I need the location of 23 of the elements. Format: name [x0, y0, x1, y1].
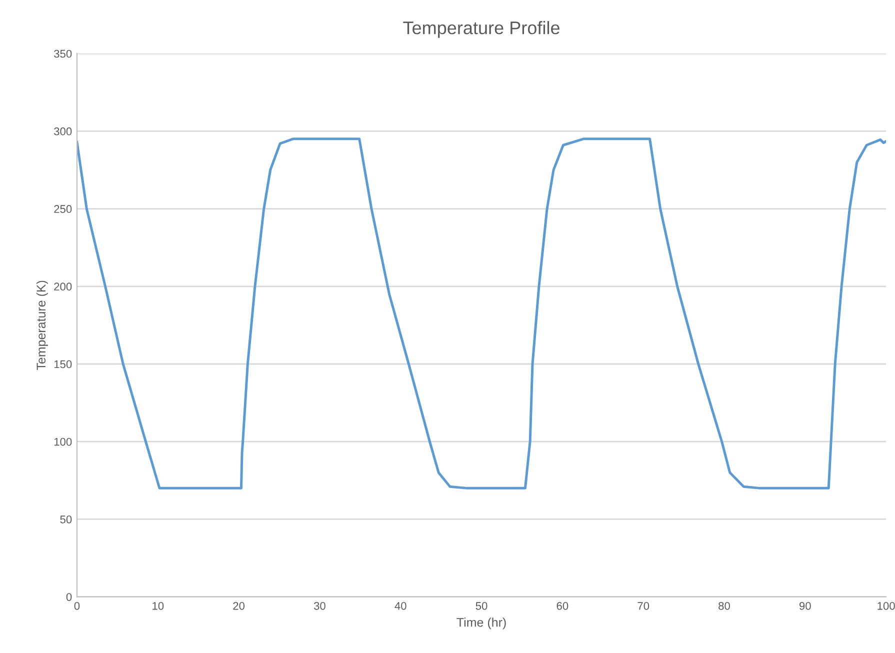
- x-tick-label: 0: [74, 602, 80, 610]
- x-tick-label: 90: [799, 602, 811, 610]
- x-tick-label: 50: [476, 602, 488, 610]
- x-axis-title: Time (hr): [456, 618, 506, 630]
- x-tick-label: 30: [314, 602, 326, 610]
- x-tick-label: 40: [394, 602, 406, 610]
- y-tick-label: 300: [54, 127, 72, 136]
- chart-title: Temperature Profile: [403, 21, 560, 38]
- x-tick-label: 60: [556, 602, 568, 610]
- y-tick-label: 250: [54, 205, 72, 213]
- x-tick-label: 100: [878, 602, 895, 610]
- x-tick-label: 20: [233, 602, 245, 610]
- x-tick-label: 70: [638, 602, 650, 610]
- y-tick-label: 150: [54, 360, 72, 368]
- y-tick-label: 100: [54, 438, 72, 446]
- y-axis-title: Temperature (K): [36, 280, 48, 370]
- x-tick-label: 80: [718, 602, 730, 610]
- x-tick-label: 10: [152, 602, 164, 610]
- y-tick-label: 50: [60, 515, 72, 524]
- line-series: [76, 138, 886, 490]
- y-tick-label: 200: [54, 282, 72, 291]
- y-tick-label: 350: [54, 50, 72, 58]
- y-tick-label: 0: [66, 593, 72, 601]
